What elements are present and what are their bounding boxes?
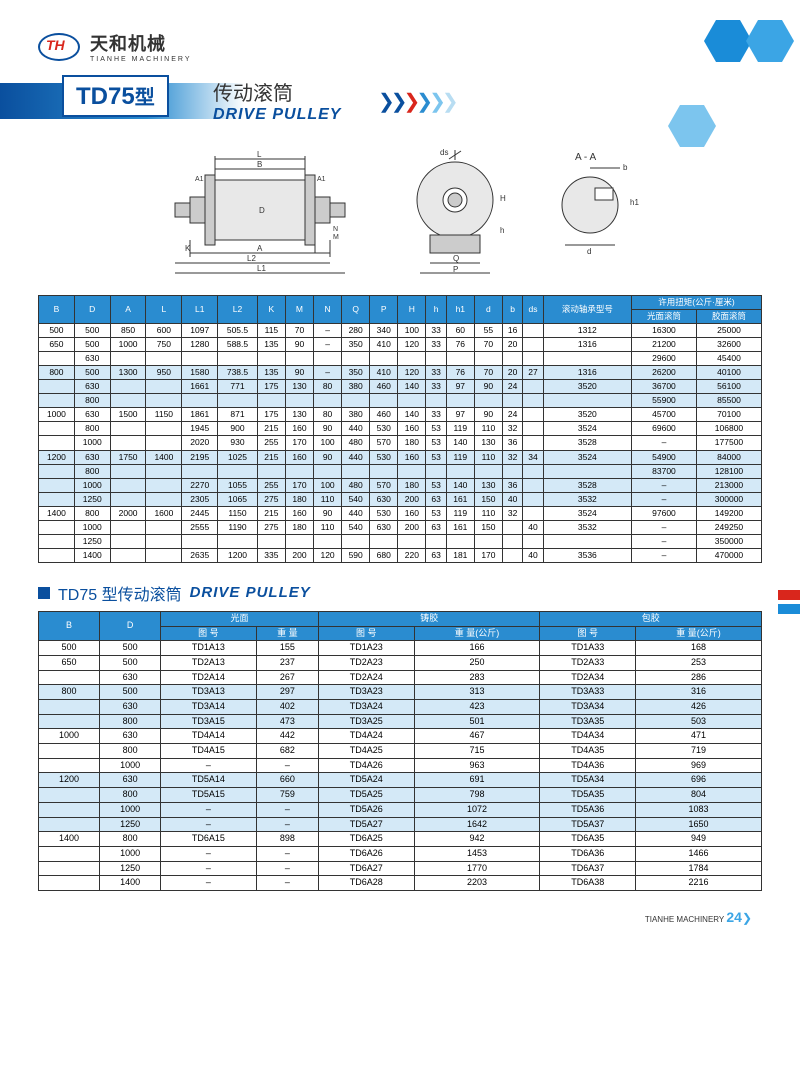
side-marker-red bbox=[778, 590, 800, 600]
svg-text:H: H bbox=[500, 194, 506, 203]
footer: TIANHE MACHINERY 24❯ bbox=[38, 909, 762, 925]
subtitle: TD75 型传动滚筒 DRIVE PULLEY bbox=[38, 581, 762, 605]
svg-text:ds: ds bbox=[440, 148, 448, 157]
spec-table-2: BD光面铸胶包胶图 号重 量图 号重 量(公斤)图 号重 量(公斤) 50050… bbox=[38, 611, 762, 891]
svg-text:Q: Q bbox=[453, 254, 459, 263]
svg-text:d: d bbox=[587, 247, 591, 256]
title-cn: 传动滚筒 bbox=[213, 77, 341, 106]
side-marker-blue bbox=[778, 604, 800, 614]
svg-text:D: D bbox=[259, 206, 265, 215]
svg-text:N: N bbox=[333, 226, 338, 233]
svg-text:A: A bbox=[257, 244, 263, 253]
svg-text:b: b bbox=[623, 163, 628, 172]
svg-text:P: P bbox=[453, 265, 458, 274]
svg-text:A1: A1 bbox=[317, 176, 326, 183]
header: TH 天和机械 TIANHE MACHINERY bbox=[38, 30, 762, 63]
svg-text:A - A: A - A bbox=[575, 152, 596, 163]
spec-table-1: BDALL1L2KMNQPHhh1dbds滚动轴承型号许用扭矩(公斤·厘米)光面… bbox=[38, 295, 762, 563]
title-band: TD75型 传动滚筒 DRIVE PULLEY ❯❯❯❯❯❯ bbox=[38, 75, 762, 123]
svg-text:h: h bbox=[500, 226, 504, 235]
technical-diagram: L B D A1 A K L2 L1 A1 N M ds H h Q P A -… bbox=[38, 135, 762, 285]
model-label: TD75型 bbox=[62, 75, 169, 117]
brand-name-cn: 天和机械 bbox=[90, 30, 192, 56]
svg-text:L: L bbox=[257, 150, 262, 159]
logo-icon: TH bbox=[38, 31, 80, 63]
chevron-decoration: ❯❯❯❯❯❯ bbox=[378, 89, 455, 114]
svg-text:M: M bbox=[333, 234, 339, 241]
svg-text:L2: L2 bbox=[247, 254, 256, 263]
svg-text:B: B bbox=[257, 160, 262, 169]
brand-name-en: TIANHE MACHINERY bbox=[90, 56, 192, 63]
svg-text:A1: A1 bbox=[195, 176, 204, 183]
title-en: DRIVE PULLEY bbox=[213, 106, 341, 124]
svg-text:L1: L1 bbox=[257, 264, 266, 273]
svg-text:K: K bbox=[185, 244, 191, 253]
svg-text:h1: h1 bbox=[630, 198, 639, 207]
